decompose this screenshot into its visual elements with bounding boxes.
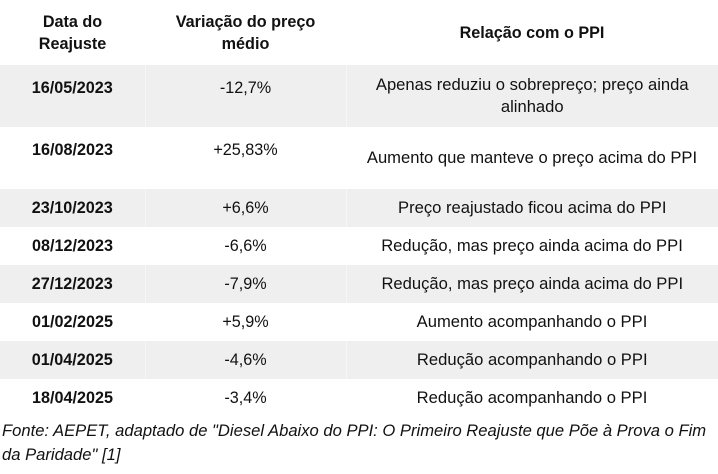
header-date: Data do Reajuste [38, 12, 107, 53]
table-row: 16/05/2023 -12,7% Apenas reduziu o sobre… [0, 65, 718, 127]
cell-date: 23/10/2023 [0, 189, 145, 227]
price-adjustment-table: Data do Reajuste Variação do preço médio… [0, 0, 718, 417]
table-row: 23/10/2023 +6,6% Preço reajustado ficou … [0, 189, 718, 227]
table-row: 18/04/2025 -3,4% Redução acompanhando o … [0, 379, 718, 417]
header-variation: Variação do preço médio [175, 12, 316, 53]
cell-date: 27/12/2023 [0, 265, 145, 303]
cell-relation: Aumento acompanhando o PPI [416, 312, 648, 331]
cell-variation: -3,4% [224, 389, 267, 407]
source-caption: Fonte: AEPET, adaptado de "Diesel Abaixo… [2, 421, 707, 464]
cell-relation: Apenas reduziu o sobrepreço; preço ainda… [345, 65, 718, 127]
cell-variation: +25,83% [213, 141, 278, 159]
table-row: 01/04/2025 -4,6% Redução acompanhando o … [0, 341, 718, 379]
header-relation: Relação com o PPI [459, 23, 605, 42]
cell-relation: Redução, mas preço ainda acima do PPI [345, 265, 718, 303]
table-row: 01/02/2025 +5,9% Aumento acompanhando o … [0, 303, 718, 341]
cell-date: 16/08/2023 [31, 141, 114, 159]
cell-relation: Preço reajustado ficou acima do PPI [345, 189, 718, 227]
cell-date: 01/02/2025 [31, 313, 114, 331]
table-row: 16/08/2023 +25,83% Aumento que manteve o… [0, 127, 718, 189]
cell-relation: Redução acompanhando o PPI [416, 388, 648, 407]
cell-variation: +6,6% [144, 189, 346, 227]
table-row: 08/12/2023 -6,6% Redução, mas preço aind… [0, 227, 718, 265]
cell-variation: -12,7% [144, 65, 346, 127]
cell-variation: -4,6% [144, 341, 346, 379]
cell-relation: Redução acompanhando o PPI [345, 341, 718, 379]
cell-date: 16/05/2023 [0, 65, 145, 127]
cell-date: 01/04/2025 [0, 341, 145, 379]
table-row: 27/12/2023 -7,9% Redução, mas preço aind… [0, 265, 718, 303]
cell-relation: Redução, mas preço ainda acima do PPI [381, 236, 683, 255]
table-header-row: Data do Reajuste Variação do preço médio… [0, 0, 718, 65]
cell-variation: -7,9% [144, 265, 346, 303]
cell-relation: Aumento que manteve o preço acima do PPI [366, 148, 698, 167]
cell-date: 08/12/2023 [31, 237, 114, 255]
cell-variation: -6,6% [224, 237, 267, 255]
cell-date: 18/04/2025 [31, 389, 114, 407]
cell-variation: +5,9% [222, 313, 269, 331]
